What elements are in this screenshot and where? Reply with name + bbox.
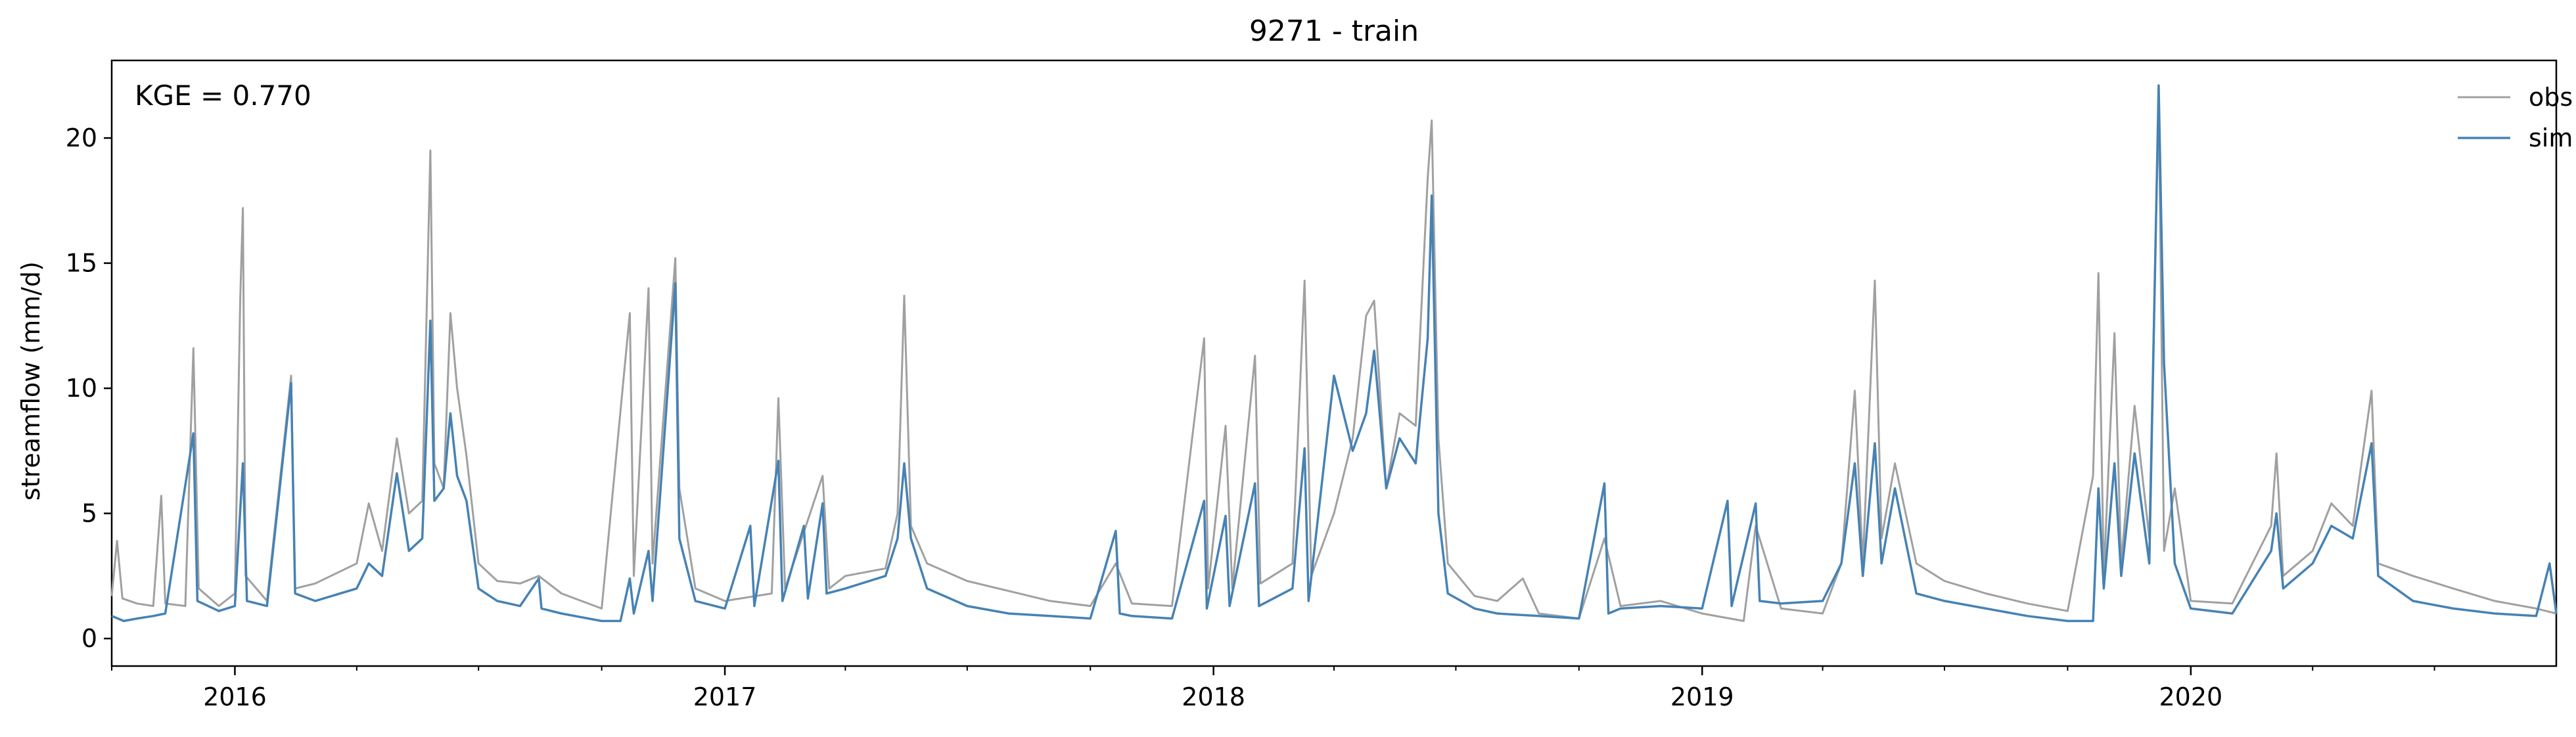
chart-title: 9271 - train xyxy=(1249,14,1419,48)
x-tick-label: 2016 xyxy=(203,682,267,711)
series-line-sim xyxy=(111,84,2558,623)
kge-annotation: KGE = 0.770 xyxy=(135,79,311,112)
series-line-obs xyxy=(110,92,2557,622)
series-layer xyxy=(110,84,2558,623)
axis-layer: 0 5 10 15 20 2016 2017 2018 2019 2020 xyxy=(66,123,2435,711)
legend-label-sim: sim xyxy=(2529,123,2573,152)
plot-area-frame xyxy=(110,59,2558,667)
x-tick-label: 2019 xyxy=(1670,682,1734,711)
y-tick-label: 20 xyxy=(66,123,97,152)
y-tick-label: 15 xyxy=(66,249,97,278)
x-tick-label: 2017 xyxy=(693,682,757,711)
y-tick-label: 10 xyxy=(66,374,97,403)
x-tick-label: 2018 xyxy=(1182,682,1245,711)
y-tick-label: 0 xyxy=(81,624,97,653)
y-tick-label: 5 xyxy=(81,499,97,528)
x-tick-label: 2020 xyxy=(2159,682,2222,711)
y-axis-label: streamflow (mm/d) xyxy=(16,261,45,501)
legend-label-obs: obs xyxy=(2529,83,2573,112)
legend: obs sim xyxy=(2458,83,2573,152)
